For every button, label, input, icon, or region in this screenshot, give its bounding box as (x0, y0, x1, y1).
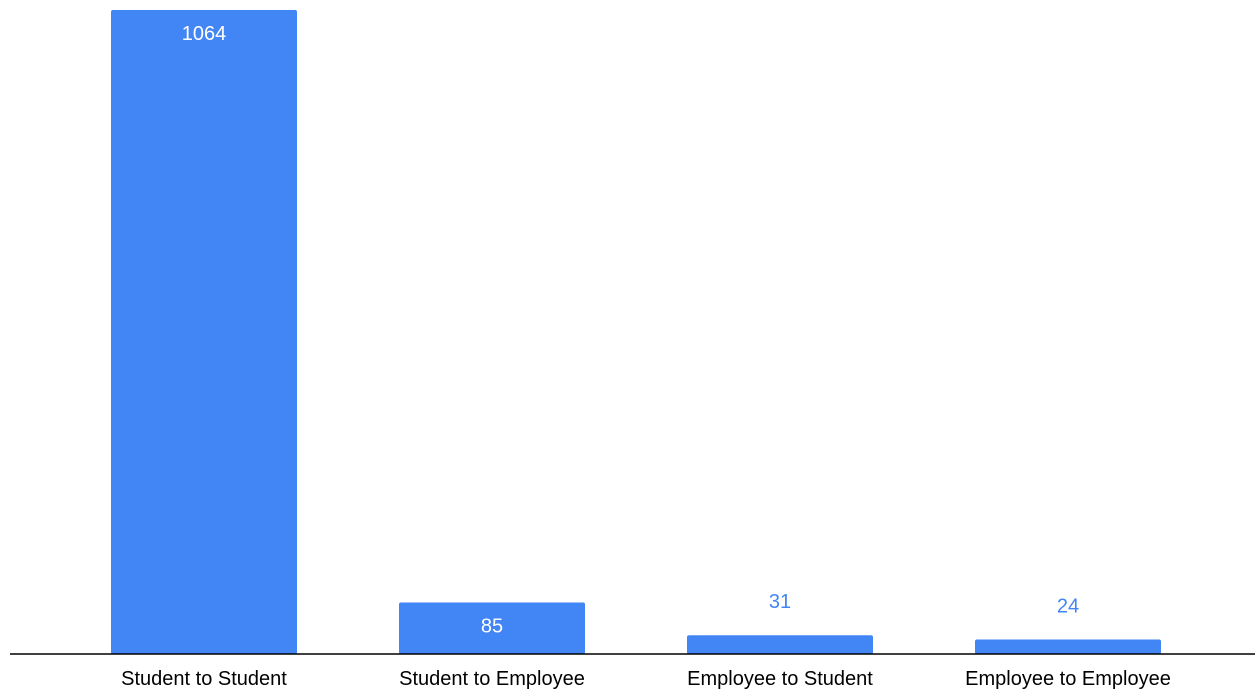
x-tick-labels-group: Student to Student Student to Employee Emp… (121, 668, 1171, 690)
x-tick-label: Employee to Student (687, 668, 873, 690)
bar (399, 602, 585, 654)
x-tick-label: Employee to Employee (965, 668, 1171, 690)
bar-value-label: 1064 (182, 23, 227, 45)
bars-group: 1064 85 31 24 (111, 10, 1161, 654)
bar-value-label: 31 (769, 591, 791, 613)
bar (687, 635, 873, 654)
bar-value-label: 85 (481, 616, 503, 638)
bar-value-label: 24 (1057, 595, 1079, 617)
bar (975, 639, 1161, 654)
x-tick-label: Student to Student (121, 668, 287, 690)
bar (111, 10, 297, 654)
x-tick-label: Student to Employee (399, 668, 585, 690)
